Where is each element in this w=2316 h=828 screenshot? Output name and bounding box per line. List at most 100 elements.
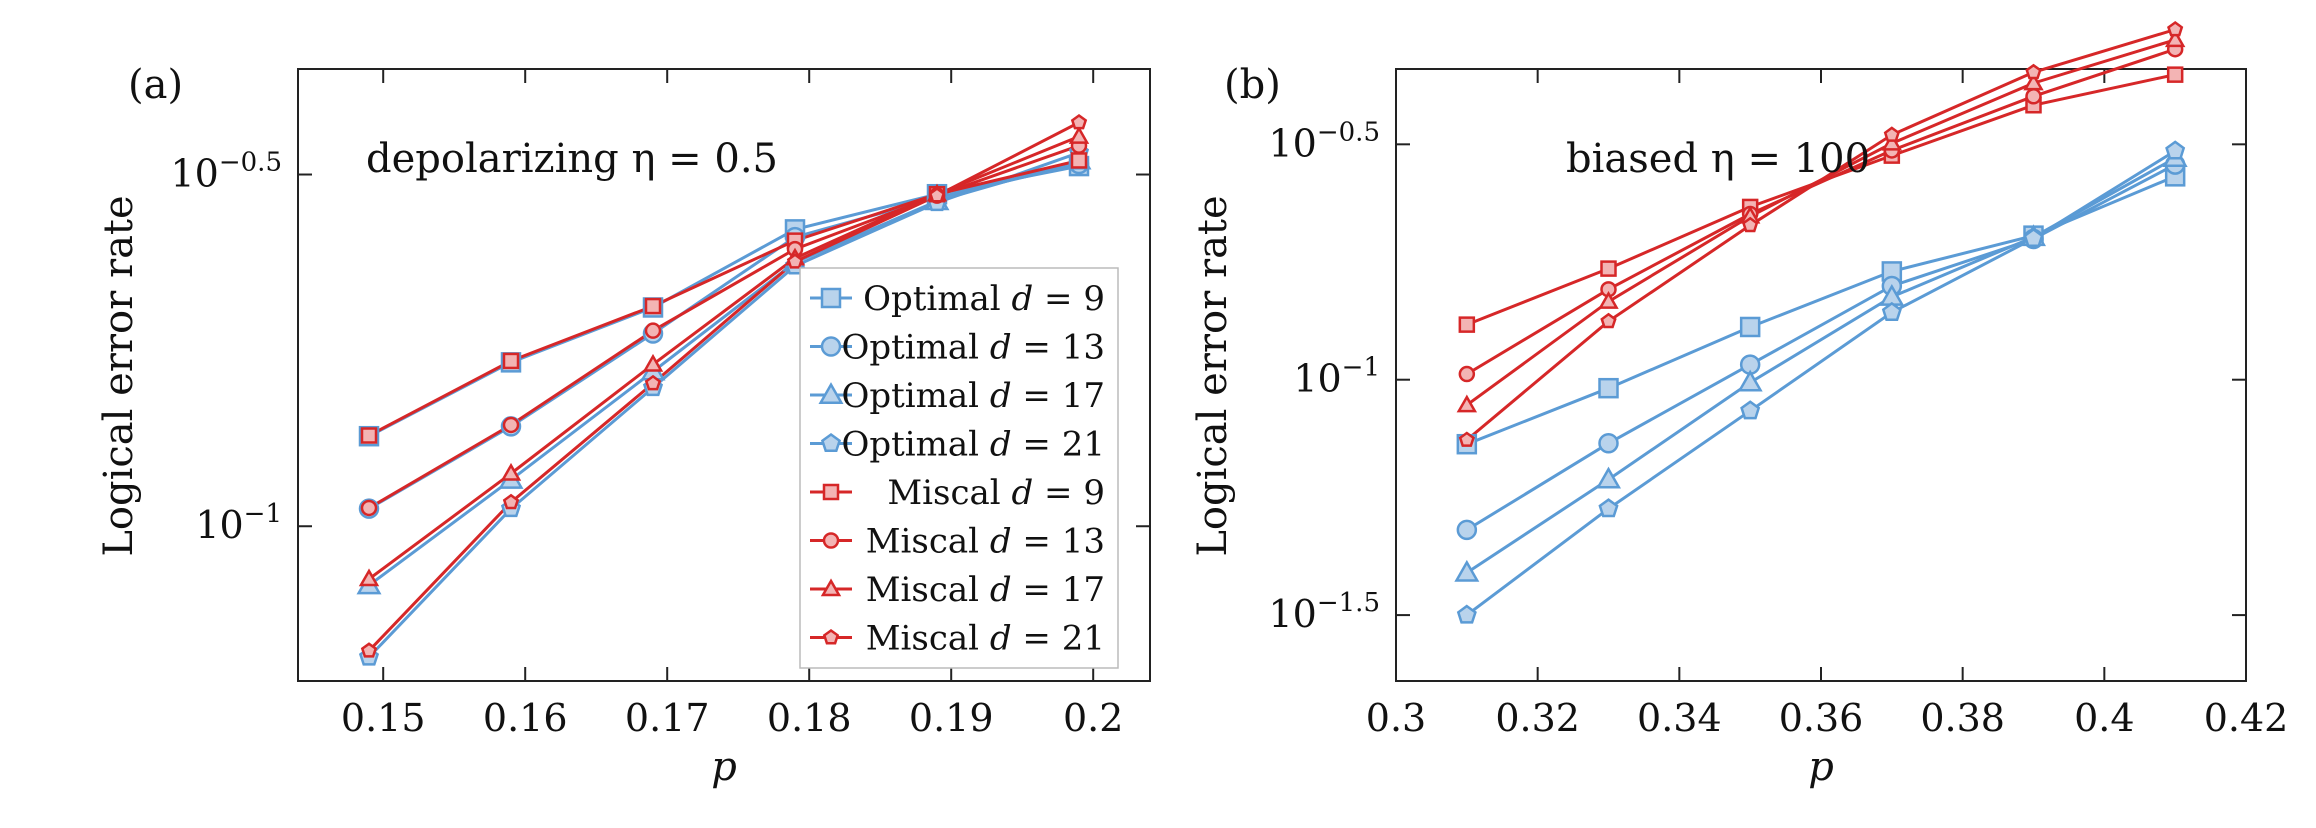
y-tick-label: 10−1 xyxy=(1293,353,1380,401)
panel-label: (a) xyxy=(128,62,183,108)
series-line xyxy=(1466,47,2176,376)
x-tick-label: 0.2 xyxy=(1063,696,1123,740)
data-point xyxy=(2025,88,2042,105)
x-tick-label: 0.4 xyxy=(2074,696,2134,740)
legend: Optimal d = 9 Optimal d = 13 Optimal d = 1… xyxy=(799,267,1119,669)
x-tick-label: 0.16 xyxy=(483,696,568,740)
legend-marker xyxy=(822,532,840,549)
y-tick-label: 10−1.5 xyxy=(1269,588,1381,636)
data-point xyxy=(1456,604,1477,624)
y-tick-label: 10−0.5 xyxy=(1269,117,1381,165)
panel-label: (b) xyxy=(1224,62,1281,108)
series-line xyxy=(367,121,1080,652)
data-point xyxy=(1600,312,1617,329)
data-point xyxy=(644,297,662,315)
data-point xyxy=(1458,365,1476,383)
series-lines xyxy=(367,121,1080,659)
series-line xyxy=(368,144,1080,510)
data-point xyxy=(642,353,664,372)
y-tick-label: 10−0.5 xyxy=(171,148,283,196)
legend-marker xyxy=(818,382,844,405)
data-point xyxy=(1458,431,1475,447)
series-markers xyxy=(356,113,1092,666)
data-point xyxy=(1595,466,1622,489)
data-point xyxy=(2164,29,2186,48)
legend-entry: Miscal d = 13 xyxy=(866,522,1105,562)
data-point xyxy=(500,462,522,481)
series-line xyxy=(1466,73,2176,326)
data-point xyxy=(1454,559,1480,582)
data-point xyxy=(1740,400,1761,420)
legend-entry: Miscal d = 9 xyxy=(887,473,1105,513)
legend-entry: Optimal d = 21 xyxy=(841,425,1105,465)
data-point xyxy=(2167,20,2184,37)
data-point xyxy=(1070,152,1088,169)
y-axis-label: Logical error rate xyxy=(96,195,142,556)
data-point xyxy=(2166,66,2184,83)
data-point xyxy=(1737,369,1763,392)
data-point xyxy=(502,416,520,434)
series-line xyxy=(367,151,1080,659)
data-point xyxy=(358,568,380,587)
data-point xyxy=(360,427,378,444)
data-point xyxy=(1598,377,1619,399)
x-tick-label: 0.38 xyxy=(1920,696,2005,740)
series-markers xyxy=(1454,20,2188,624)
x-tick-label: 0.17 xyxy=(625,696,710,740)
data-point xyxy=(2023,72,2044,91)
data-point xyxy=(1458,316,1476,333)
legend-marker xyxy=(822,628,840,645)
data-point xyxy=(1070,113,1088,130)
data-point xyxy=(1068,125,1090,144)
data-point xyxy=(1598,433,1619,454)
legend-entry: Optimal d = 9 xyxy=(863,279,1105,319)
y-tick-label: 10−1 xyxy=(195,499,282,547)
data-point xyxy=(1883,126,1900,142)
legend-marker xyxy=(820,336,842,357)
tick-group: 0.15 0.16 0.17 0.18 0.19 0.2 10−0.5 10−1 xyxy=(171,69,1150,740)
x-tick-label: 0.15 xyxy=(341,696,426,740)
series-line xyxy=(1466,163,2176,532)
series-line xyxy=(1465,28,2176,442)
x-axis-label: p xyxy=(711,744,737,790)
data-point xyxy=(1456,394,1478,413)
data-point xyxy=(502,352,520,370)
annotation: biased η = 100 xyxy=(1566,136,1870,182)
data-point xyxy=(360,642,378,658)
legend-marker xyxy=(820,432,842,453)
data-point xyxy=(644,322,662,339)
annotation: depolarizing η = 0.5 xyxy=(366,136,778,182)
x-tick-label: 0.19 xyxy=(909,696,994,740)
y-axis-label: Logical error rate xyxy=(1190,195,1236,556)
legend-entry: Miscal d = 17 xyxy=(866,570,1105,610)
legend-entry: Optimal d = 17 xyxy=(841,376,1105,416)
legend-marker xyxy=(822,483,840,501)
legend-marker xyxy=(820,287,842,309)
legend-marker xyxy=(820,578,842,597)
data-point xyxy=(1456,519,1478,541)
data-point xyxy=(1742,216,1759,233)
data-point xyxy=(1881,301,1902,321)
plot-frame xyxy=(297,68,1151,682)
data-point xyxy=(1881,132,1903,151)
data-point xyxy=(786,253,804,269)
data-point xyxy=(1598,498,1619,518)
x-tick-label: 0.32 xyxy=(1495,696,1580,740)
panel-b: 0.3 0.32 0.34 0.36 0.38 0.4 0.42 10−0.5 10−1 10−1… xyxy=(1190,20,2289,790)
data-point xyxy=(360,499,378,517)
data-point xyxy=(502,493,520,510)
data-point xyxy=(2023,227,2044,248)
panel-a: 0.15 0.16 0.17 0.18 0.19 0.2 10−0.5 10−1 (a) de… xyxy=(96,62,1151,790)
series-lines xyxy=(1465,28,2176,617)
data-point xyxy=(2165,140,2186,160)
x-tick-label: 0.42 xyxy=(2204,696,2289,740)
data-point xyxy=(1600,260,1617,277)
x-tick-label: 0.36 xyxy=(1779,696,1864,740)
data-point xyxy=(1598,290,1619,309)
data-point xyxy=(644,374,662,391)
x-axis-label: p xyxy=(1808,744,1834,790)
series-line xyxy=(1465,149,2176,617)
legend-entry: Miscal d = 21 xyxy=(866,619,1105,659)
data-point xyxy=(2025,63,2042,80)
